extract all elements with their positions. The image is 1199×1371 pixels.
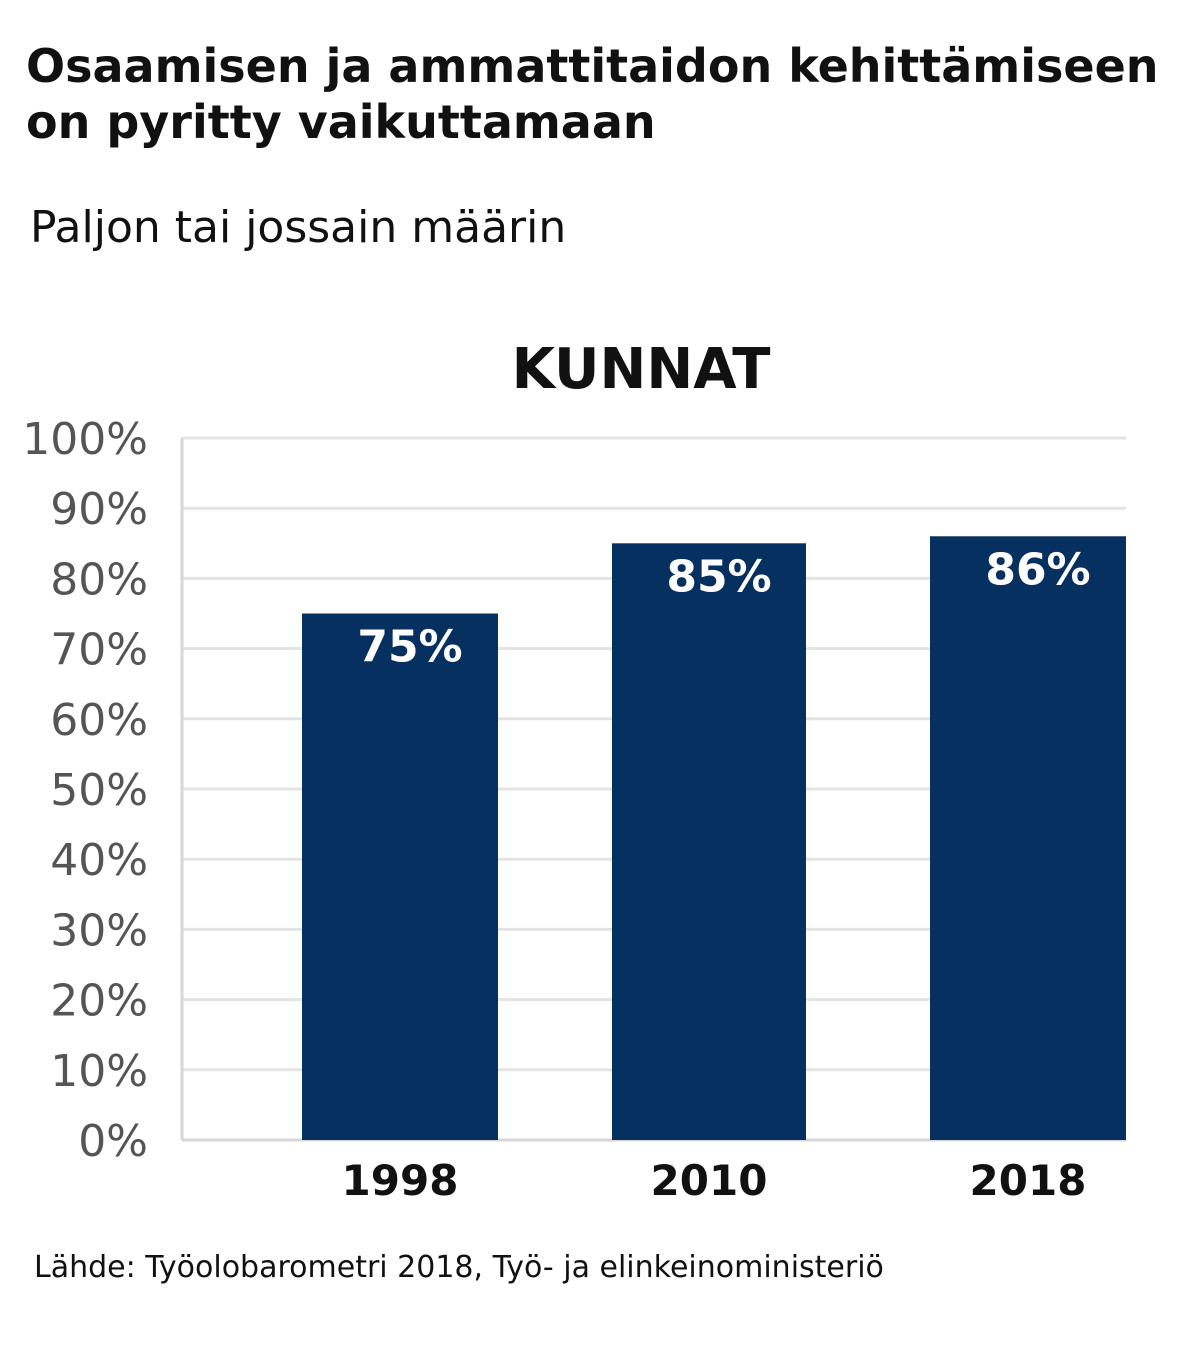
y-tick-label: 80% xyxy=(50,554,148,605)
bar-layer xyxy=(302,536,1126,1140)
data-labels: 75% 85% 86% xyxy=(357,544,1090,672)
y-tick-label: 70% xyxy=(50,625,148,676)
y-tick-label: 100% xyxy=(22,414,148,465)
y-tick-label: 0% xyxy=(78,1116,148,1167)
data-label: 75% xyxy=(357,622,462,673)
y-tick-label: 90% xyxy=(50,484,148,535)
page-subtitle: Paljon tai jossain määrin xyxy=(30,202,567,253)
bar xyxy=(302,613,498,1140)
y-tick-label: 30% xyxy=(50,905,148,956)
x-tick-label: 2018 xyxy=(970,1156,1087,1205)
y-tick-label: 20% xyxy=(50,976,148,1027)
source-note: Lähde: Työolobarometri 2018, Työ- ja eli… xyxy=(34,1250,884,1285)
x-axis-ticks: 1998 2010 2018 xyxy=(342,1156,1087,1205)
x-tick-label: 2010 xyxy=(651,1156,768,1205)
y-tick-label: 50% xyxy=(50,765,148,816)
data-label: 86% xyxy=(985,544,1090,595)
y-tick-label: 10% xyxy=(50,1046,148,1097)
bar xyxy=(612,543,806,1140)
page-title: Osaamisen ja ammattitaidon kehittämiseen… xyxy=(26,39,1159,149)
chart-title: KUNNAT xyxy=(512,337,771,402)
y-tick-label: 60% xyxy=(50,695,148,746)
y-axis-ticks: 0% 10% 20% 30% 40% 50% 60% 70% 80% 90% 100% xyxy=(22,414,148,1167)
bar xyxy=(930,536,1126,1140)
x-tick-label: 1998 xyxy=(342,1156,459,1205)
y-tick-label: 40% xyxy=(50,835,148,886)
data-label: 85% xyxy=(666,551,771,602)
bar-chart: KUNNAT 0% 10% 20% 30% 40% 50% 60% 70% 80% 90% 100%… xyxy=(22,337,1126,1205)
